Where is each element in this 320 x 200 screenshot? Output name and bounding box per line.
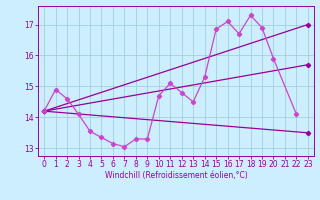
X-axis label: Windchill (Refroidissement éolien,°C): Windchill (Refroidissement éolien,°C) (105, 171, 247, 180)
